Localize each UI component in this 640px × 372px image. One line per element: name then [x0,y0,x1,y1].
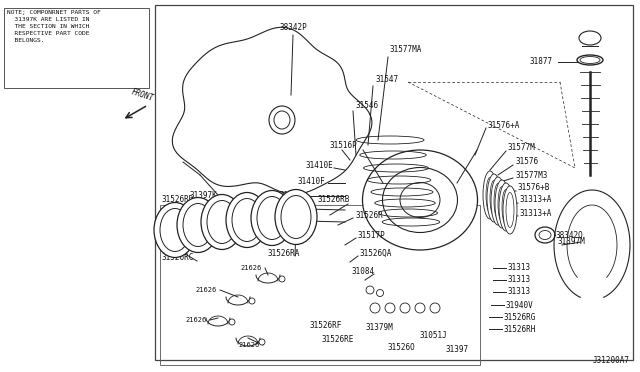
Text: 21626: 21626 [195,287,216,293]
Ellipse shape [486,177,494,212]
Ellipse shape [383,167,458,232]
Ellipse shape [160,208,190,251]
Text: 31410E: 31410E [276,215,304,224]
Text: 38342Q: 38342Q [555,231,583,240]
Ellipse shape [226,192,268,247]
Text: 31410F: 31410F [298,176,326,186]
Text: 31517P: 31517P [358,231,386,240]
Ellipse shape [535,227,555,243]
Text: NOTE; COMPONRNET PARTS OF
  31397K ARE LISTED IN
  THE SECTION IN WHICH
  RESPEC: NOTE; COMPONRNET PARTS OF 31397K ARE LIS… [7,10,100,43]
Bar [4,8,149,88]
Ellipse shape [177,198,219,253]
Ellipse shape [490,180,498,215]
Text: 31526RA: 31526RA [268,248,300,257]
Text: 31526RE: 31526RE [322,336,355,344]
Text: 31410E: 31410E [276,203,304,212]
Text: 38342P: 38342P [279,23,307,32]
Ellipse shape [580,57,600,64]
Text: FRONT: FRONT [130,87,154,103]
Text: 31397M: 31397M [558,237,586,247]
Text: 31877: 31877 [530,58,553,67]
Circle shape [430,303,440,313]
Text: 31576: 31576 [515,157,538,167]
Circle shape [400,303,410,313]
Text: 31313+A: 31313+A [520,208,552,218]
Text: 21626: 21626 [185,317,206,323]
Ellipse shape [257,196,287,240]
Text: 31313: 31313 [508,276,531,285]
Circle shape [229,319,235,325]
Text: 31313+A: 31313+A [520,196,552,205]
Text: 31576+A: 31576+A [488,121,520,129]
Text: 21626: 21626 [240,265,261,271]
Bar [155,5,633,360]
Ellipse shape [154,202,196,257]
Ellipse shape [362,150,477,250]
Text: 31084: 31084 [352,267,375,276]
Ellipse shape [281,196,311,238]
Ellipse shape [506,192,514,228]
Circle shape [376,289,383,296]
Circle shape [279,276,285,282]
Circle shape [370,303,380,313]
Ellipse shape [201,195,243,250]
Ellipse shape [577,55,603,65]
Circle shape [415,303,425,313]
Circle shape [385,303,395,313]
Ellipse shape [275,189,317,244]
Text: 31397K: 31397K [190,190,218,199]
Text: 31526O: 31526O [388,343,416,353]
Ellipse shape [502,189,510,224]
Text: 21626: 21626 [238,342,259,348]
Text: J31200A7: J31200A7 [593,356,630,365]
Ellipse shape [251,190,293,246]
Ellipse shape [494,183,502,218]
Text: 31526RB: 31526RB [318,196,350,205]
Text: 31526RD: 31526RD [162,196,195,205]
Ellipse shape [503,186,517,234]
Ellipse shape [498,186,506,221]
Text: 31410E: 31410E [305,160,333,170]
Text: 31526RC: 31526RC [162,253,195,263]
Circle shape [249,298,255,304]
Circle shape [259,339,265,345]
Circle shape [366,286,374,294]
Text: 31526RG: 31526RG [504,312,536,321]
Text: 31526RH: 31526RH [504,324,536,334]
Text: 31526QA: 31526QA [360,248,392,257]
Text: 31397: 31397 [445,346,468,355]
Text: 31526R: 31526R [355,211,383,219]
Ellipse shape [579,31,601,45]
Ellipse shape [499,183,513,231]
Text: 31379M: 31379M [365,324,393,333]
Text: 31516P: 31516P [330,141,358,150]
Text: 31344: 31344 [280,190,303,199]
Bar [160,205,480,365]
Ellipse shape [400,183,440,218]
Ellipse shape [207,201,237,244]
Text: 31051J: 31051J [420,330,448,340]
Ellipse shape [487,174,501,222]
Text: 31526RF: 31526RF [310,321,342,330]
Ellipse shape [495,180,509,228]
Text: 31546: 31546 [355,100,378,109]
Text: 31313: 31313 [508,263,531,273]
Ellipse shape [483,171,497,219]
Text: 31577M: 31577M [508,144,536,153]
Text: 31577MA: 31577MA [390,45,422,55]
Ellipse shape [183,203,213,247]
Text: 31313: 31313 [508,288,531,296]
Text: 31940V: 31940V [506,301,534,310]
Text: 31547: 31547 [375,76,398,84]
Ellipse shape [539,231,551,240]
Ellipse shape [232,199,262,241]
Text: 31577M3: 31577M3 [515,170,547,180]
Ellipse shape [491,177,505,225]
Text: 31576+B: 31576+B [518,183,550,192]
